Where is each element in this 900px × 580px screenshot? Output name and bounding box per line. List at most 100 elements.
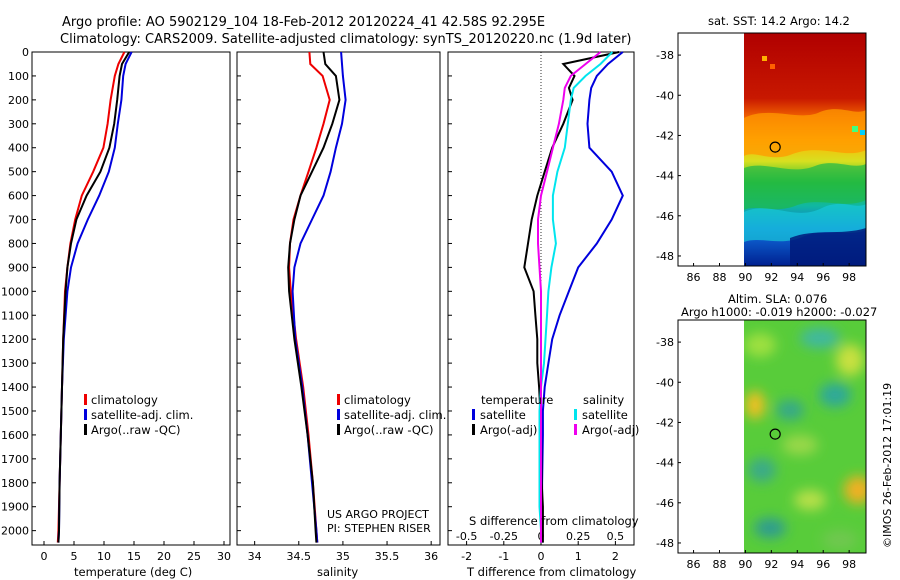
- sst-patch: [860, 130, 865, 135]
- legend-swatch-s-satellite: [574, 409, 577, 420]
- y-tick-label: 400: [8, 142, 29, 155]
- salinity-y-ticks: [237, 51, 241, 532]
- credit-pi: PI: STEPHEN RISER: [327, 522, 431, 535]
- difference-series: [523, 51, 624, 543]
- lat-tick-label: -38: [656, 336, 674, 349]
- sla-blob: [748, 458, 776, 482]
- argo-position-marker: [769, 141, 781, 153]
- header-line-1: Argo profile: AO 5902129_104 18-Feb-2012…: [62, 15, 545, 30]
- legend-title-salinity: salinity: [583, 393, 624, 407]
- x-tick-label: 36: [424, 550, 438, 563]
- lat-tick-label: -46: [656, 210, 674, 223]
- difference-y-ticks: [448, 51, 542, 545]
- sst-map-axes: -38 -40 -42 -44 -46 -48 86 88 90 92 94 96 98: [656, 49, 856, 284]
- lat-tick-label: -40: [656, 89, 674, 102]
- x-tick-label: 0: [538, 550, 545, 563]
- temperature-line-argo: [57, 51, 131, 543]
- sla-blob: [744, 333, 776, 357]
- lon-tick-label: 96: [816, 558, 830, 571]
- lat-tick-label: -40: [656, 376, 674, 389]
- temperature-axes-frame: [31, 51, 231, 546]
- sla-map-axes: -38 -40 -42 -44 -46 -48 86 88 90 92 94 96 98: [656, 336, 856, 571]
- lon-tick-label: 90: [738, 271, 752, 284]
- legend-climatology: climatology: [344, 393, 411, 407]
- sla-blob: [836, 344, 864, 376]
- legend-satellite: satellite-adj. clim.: [91, 408, 193, 422]
- argo-position-marker: [769, 428, 781, 440]
- lon-tick-label: 86: [687, 558, 701, 571]
- lon-tick-label: 88: [712, 271, 726, 284]
- legend-swatch-climatology: [84, 394, 87, 405]
- header-line-2: Climatology: CARS2009. Satellite-adjuste…: [60, 32, 632, 47]
- lon-tick-label: 94: [790, 271, 804, 284]
- y-tick-label: 1700: [1, 453, 29, 466]
- legend-t-argo: Argo(-adj): [480, 423, 537, 437]
- sla-blob: [822, 530, 858, 550]
- x-tick-label: 35.5: [375, 550, 400, 563]
- lat-tick-label: -38: [656, 49, 674, 62]
- sla-blob: [776, 400, 804, 420]
- x-tick-label: 20: [157, 550, 171, 563]
- lat-tick-label: -44: [656, 170, 674, 183]
- x-tick-label: 1: [575, 550, 582, 563]
- salinity-line-climatology: [288, 51, 331, 543]
- lon-tick-label: 96: [816, 271, 830, 284]
- lat-tick-label: -42: [656, 416, 674, 429]
- lon-tick-label: 92: [764, 271, 778, 284]
- sst-front-orange: [744, 109, 866, 158]
- y-tick-label: 900: [8, 261, 29, 274]
- temperature-panel: 0100200300400500600700800900100011001200…: [1, 46, 231, 579]
- legend-title-temperature: temperature: [481, 393, 553, 407]
- x-tick-label: 2: [612, 550, 619, 563]
- lon-tick-label: 98: [842, 271, 856, 284]
- sla-map-frame: [677, 319, 867, 554]
- legend-satellite: satellite-adj. clim.: [344, 408, 446, 422]
- x-tick-label: -1: [498, 550, 509, 563]
- sla-field: [744, 320, 866, 553]
- sla-blob: [800, 328, 840, 348]
- legend-s-argo: Argo(-adj): [582, 423, 639, 437]
- sst-map: sat. SST: 14.2 Argo: 14.2 -38 -40 -42 -44 -4…: [656, 14, 867, 284]
- y-tick-label: 600: [8, 190, 29, 203]
- lon-tick-label: 86: [687, 271, 701, 284]
- sla-title-1: Altim. SLA: 0.076: [728, 292, 827, 306]
- salinity-x-axis: 34 34.5 35 35.5 36: [248, 541, 438, 563]
- y-tick-label: 700: [8, 214, 29, 227]
- sla-blob: [844, 476, 866, 504]
- salinity-line-satellite: [291, 51, 347, 543]
- legend-argo: Argo(..raw -QC): [344, 423, 434, 437]
- legend-swatch-satellite: [84, 409, 87, 420]
- sst-field: [744, 33, 866, 266]
- legend-swatch-climatology: [337, 394, 340, 405]
- x2-tick-label: 0.5: [607, 530, 625, 543]
- y-tick-label: 800: [8, 237, 29, 250]
- x-tick-label: 0: [41, 550, 48, 563]
- x2-tick-label: -0.5: [456, 530, 477, 543]
- legend-climatology: climatology: [91, 393, 158, 407]
- lon-tick-label: 92: [764, 558, 778, 571]
- difference-xlabel: T difference from climatology: [466, 565, 637, 579]
- y-tick-label: 1900: [1, 501, 29, 514]
- x-tick-label: 25: [187, 550, 201, 563]
- y-tick-label: 1800: [1, 477, 29, 490]
- salinity-series: [287, 51, 347, 543]
- y-tick-label: 2000: [1, 525, 29, 538]
- lat-tick-label: -48: [656, 537, 674, 550]
- x2-tick-label: -0.25: [490, 530, 518, 543]
- sst-patch: [852, 126, 858, 132]
- legend-s-satellite: satellite: [582, 408, 628, 422]
- difference-line-s-argo: [537, 51, 602, 543]
- legend-swatch-t-satellite: [472, 409, 475, 420]
- lat-tick-label: -44: [656, 457, 674, 470]
- difference-line-s-satellite: [538, 51, 614, 543]
- y-tick-label: 1400: [1, 381, 29, 394]
- sla-blobs: [744, 328, 866, 550]
- sla-blob: [754, 518, 786, 538]
- legend-t-satellite: satellite: [480, 408, 526, 422]
- temperature-legend: climatology satellite-adj. clim. Argo(..…: [84, 393, 193, 437]
- sla-blob: [745, 391, 765, 419]
- temperature-y-axis: 0 100 200 300 400 500 600 700 800 900 1000 1100 1200…: [1, 46, 36, 538]
- sla-blob: [819, 383, 851, 407]
- salinity-panel: 34 34.5 35 35.5 36 climatology satellite-adj…: [236, 51, 446, 579]
- credit-project: US ARGO PROJECT: [327, 508, 429, 521]
